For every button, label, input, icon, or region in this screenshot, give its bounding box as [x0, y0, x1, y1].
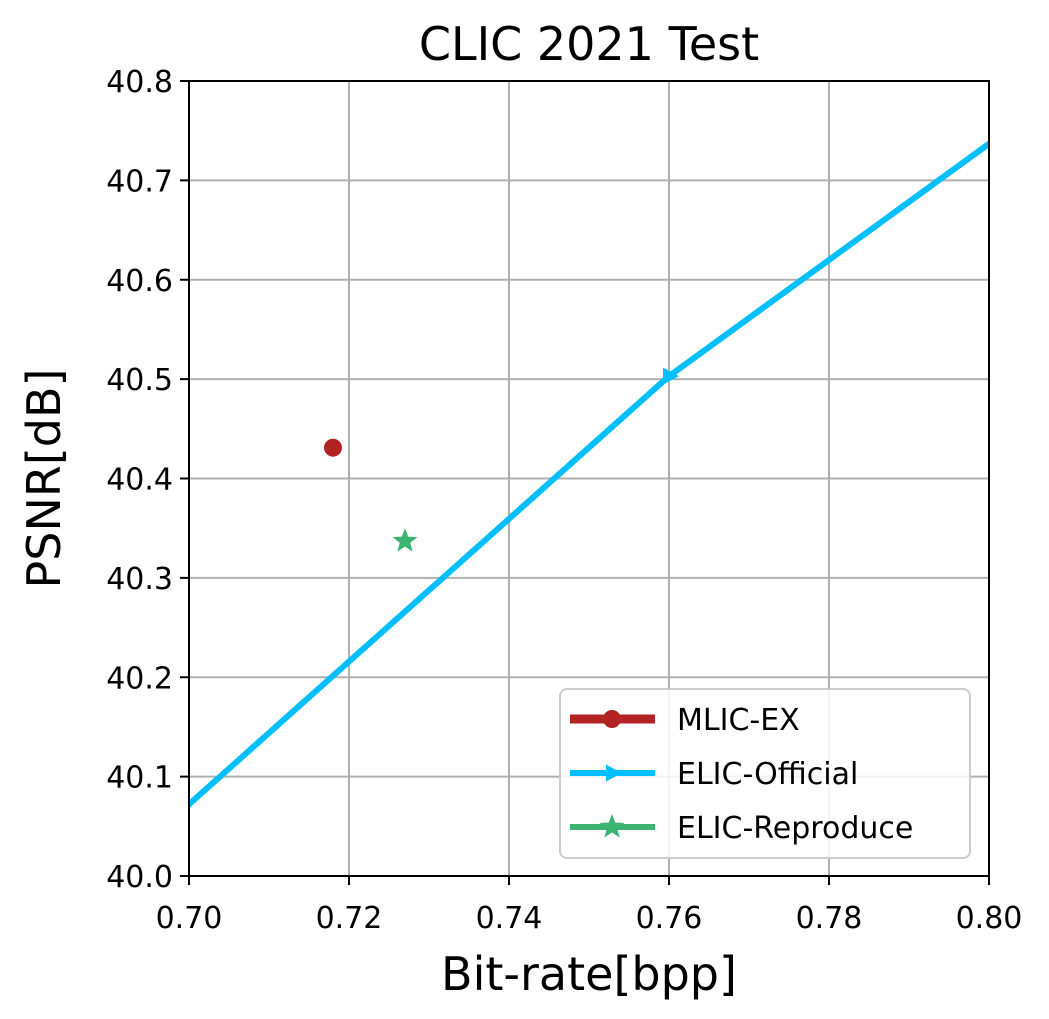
legend-label-elic-reproduce: ELIC-Reproduce	[677, 811, 913, 846]
x-tick-label: 0.74	[476, 901, 543, 936]
y-axis-label: PSNR[dB]	[17, 369, 71, 589]
elic-reproduce-point	[392, 528, 418, 552]
x-tick-label: 0.72	[316, 901, 383, 936]
elic-official-point	[663, 367, 679, 385]
legend-label-mlic-ex: MLIC-EX	[677, 703, 800, 738]
x-tick-label: 0.78	[796, 901, 863, 936]
chart-title: CLIC 2021 Test	[419, 17, 759, 71]
y-tick-label: 40.0	[106, 860, 173, 895]
x-axis-label: Bit-rate[bpp]	[441, 947, 737, 1001]
plot-series	[189, 140, 989, 809]
legend-marker-mlic-ex	[603, 710, 621, 728]
legend: MLIC-EX ELIC-Official ELIC-Reproduce	[559, 688, 971, 859]
axis-ticks: 0.70 0.72 0.74 0.76 0.78 0.80 40.0 40.1 40.2 40.3…	[106, 65, 1022, 936]
y-tick-label: 40.8	[106, 65, 173, 100]
y-tick-label: 40.3	[106, 562, 173, 597]
mlic-ex-point	[324, 438, 342, 457]
y-tick-label: 40.6	[106, 264, 173, 299]
legend-box	[559, 688, 971, 859]
x-tick-label: 0.80	[956, 901, 1023, 936]
y-tick-label: 40.2	[106, 661, 173, 696]
y-tick-label: 40.5	[106, 363, 173, 398]
legend-marker-elic-reproduce	[599, 814, 625, 838]
x-tick-label: 0.70	[156, 901, 223, 936]
x-tick-label: 0.76	[636, 901, 703, 936]
y-tick-label: 40.1	[106, 761, 173, 796]
y-tick-label: 40.4	[106, 463, 173, 498]
y-tick-label: 40.7	[106, 164, 173, 199]
legend-marker-elic-official	[606, 764, 622, 782]
legend-label-elic-official: ELIC-Official	[677, 757, 858, 792]
